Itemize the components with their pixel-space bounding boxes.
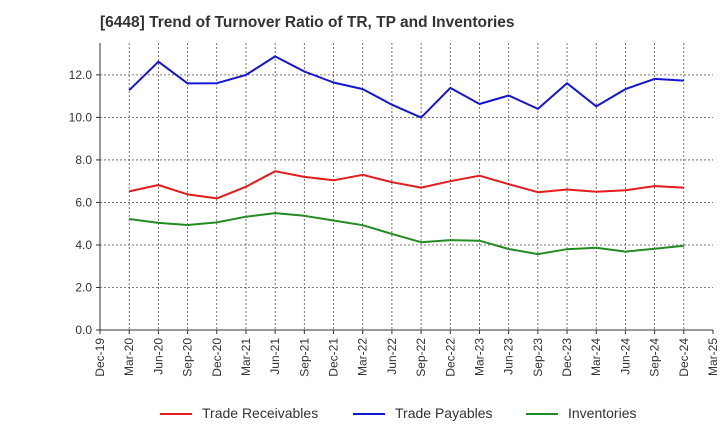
x-tick-label: Mar-21 (239, 338, 253, 376)
y-tick-label: 12.0 (69, 68, 93, 82)
legend-label-trade-payables: Trade Payables (395, 405, 493, 421)
series (128, 55, 684, 256)
y-tick-label: 8.0 (75, 153, 92, 167)
legend-swatch-trade-receivables (160, 413, 192, 415)
y-tick-label: 6.0 (75, 195, 92, 209)
y-tick-label: 10.0 (69, 110, 93, 124)
x-tick-label: Jun-22 (385, 338, 399, 375)
legend-swatch-inventories (526, 413, 558, 415)
x-tick-label: Jun-23 (502, 338, 516, 375)
grid (100, 43, 713, 330)
x-tick-label: Jun-20 (151, 338, 165, 375)
x-tick-label: Sep-24 (648, 338, 662, 377)
x-tick-label: Dec-22 (443, 338, 457, 377)
x-tick-label: Mar-20 (122, 338, 136, 376)
x-tick-label: Dec-19 (93, 338, 107, 377)
x-tick-label: Sep-21 (297, 338, 311, 377)
x-tick-label: Dec-20 (210, 338, 224, 377)
series-line-trade-payables (128, 55, 684, 119)
x-tick-label: Sep-23 (531, 338, 545, 377)
x-tick-label: Sep-22 (414, 338, 428, 377)
x-tick-label: Sep-20 (181, 338, 195, 377)
chart-title: [6448] Trend of Turnover Ratio of TR, TP… (100, 14, 515, 31)
y-tick-label: 0.0 (75, 323, 92, 337)
legend: Trade Receivables Trade Payables Invento… (0, 404, 720, 426)
x-tick-label: Dec-21 (327, 338, 341, 377)
x-tick-label: Mar-22 (356, 338, 370, 376)
x-tick-label: Mar-25 (706, 338, 720, 376)
legend-label-inventories: Inventories (568, 405, 637, 421)
series-line-trade-receivables (128, 170, 684, 200)
x-tick-label: Mar-24 (589, 338, 603, 376)
tick-labels: Dec-19 Mar-20 Jun-20 Sep-20 Dec-20 Mar-21 Jun-… (69, 68, 720, 377)
x-tick-label: Jun-24 (618, 338, 632, 375)
x-tick-label: Dec-24 (677, 338, 691, 377)
y-tick-label: 4.0 (75, 238, 92, 252)
x-tick-label: Dec-23 (560, 338, 574, 377)
y-tick-label: 2.0 (75, 280, 92, 294)
x-tick-label: Jun-21 (268, 338, 282, 375)
x-tick-label: Mar-23 (472, 338, 486, 376)
legend-label-trade-receivables: Trade Receivables (202, 405, 319, 421)
axes (96, 43, 714, 334)
legend-swatch-trade-payables (353, 413, 385, 415)
series-line-inventories (129, 212, 684, 256)
